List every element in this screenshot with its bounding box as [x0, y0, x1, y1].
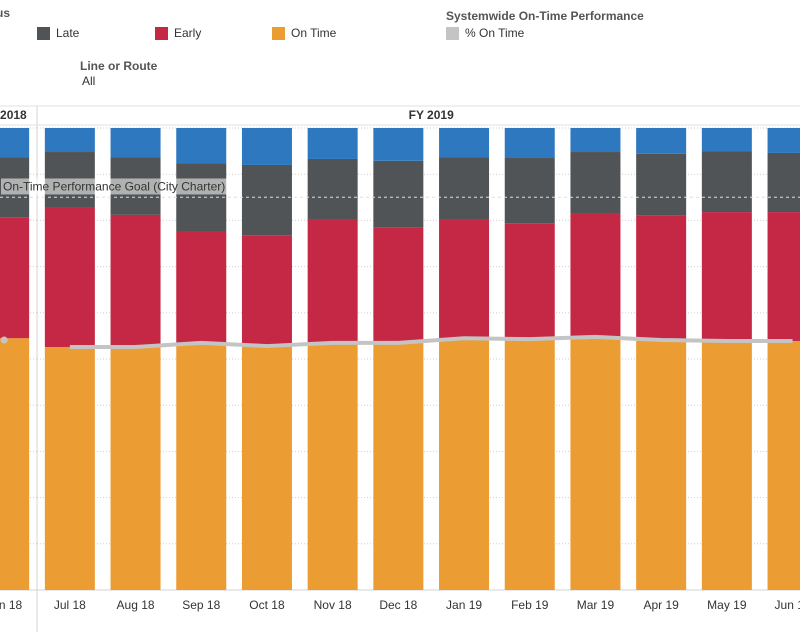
bar-segment	[701, 212, 752, 341]
bar-segment	[767, 152, 800, 213]
bar-segment	[176, 128, 227, 164]
bar-segment	[636, 340, 687, 590]
bar-segment	[439, 338, 490, 590]
legend-swatch	[272, 27, 285, 40]
x-tick-label: Jan 19	[446, 598, 482, 612]
line-point	[0, 336, 8, 344]
bar-segment	[767, 340, 800, 590]
x-tick-label: Mar 19	[577, 598, 615, 612]
goal-label-bg	[1, 178, 228, 195]
line-layer	[0, 334, 793, 349]
bar-segment	[44, 207, 95, 347]
bar-segment	[110, 346, 161, 590]
legend-label[interactable]: On Time	[291, 26, 337, 40]
bar-segment	[767, 128, 800, 153]
bar-segment	[504, 158, 555, 224]
bar-segment	[176, 231, 227, 343]
bar-segment	[701, 128, 752, 152]
filter-value[interactable]: All	[82, 74, 95, 88]
x-tick-label: Jul 18	[54, 598, 86, 612]
bar-segment	[504, 223, 555, 340]
bar-segment	[307, 128, 358, 159]
bar-segment	[636, 128, 687, 154]
bar-segment	[373, 342, 424, 590]
bar-layer	[0, 128, 800, 590]
legend-swatch	[155, 27, 168, 40]
bar-segment	[307, 219, 358, 343]
bar-segment	[570, 128, 621, 153]
x-tick-label: Sep 18	[182, 598, 220, 612]
bar-segment	[241, 235, 292, 347]
x-tick-label: Dec 18	[379, 598, 417, 612]
bar-segment	[110, 214, 161, 347]
bar-segment	[373, 160, 424, 228]
bar-segment	[767, 212, 800, 341]
panel-header: FY 2019	[409, 108, 454, 122]
x-tick-label: Apr 19	[643, 598, 679, 612]
bar-segment	[176, 342, 227, 590]
bar-segment	[110, 128, 161, 158]
x-tick-label: Jun 19	[775, 598, 800, 612]
legend-swatch	[446, 27, 459, 40]
bar-segment	[241, 346, 292, 590]
line-legend-title: Systemwide On-Time Performance	[446, 9, 644, 23]
x-tick-label: Aug 18	[117, 598, 155, 612]
legend-label[interactable]: Early	[174, 26, 201, 40]
legend-title: Status	[0, 6, 10, 20]
x-tick-label: Nov 18	[314, 598, 352, 612]
goal-label: On-Time Performance Goal (City Charter)	[3, 179, 225, 193]
bar-segment	[636, 215, 687, 341]
bar-segment	[241, 128, 292, 165]
bar-segment	[373, 128, 424, 161]
bar-segment	[504, 339, 555, 590]
bar-segment	[701, 340, 752, 590]
bar-segment	[241, 164, 292, 236]
x-tick-label: May 19	[707, 598, 747, 612]
x-tick-label: Feb 19	[511, 598, 549, 612]
bar-segment	[307, 342, 358, 590]
bar-segment	[439, 219, 490, 339]
bar-segment	[570, 213, 621, 337]
bar-segment	[570, 336, 621, 590]
legend-label: % On Time	[465, 26, 525, 40]
panel-header: FY 2018	[0, 108, 27, 122]
bar-segment	[44, 346, 95, 590]
legend-label[interactable]: Late	[56, 26, 80, 40]
on-time-line	[69, 334, 793, 349]
bar-segment	[0, 128, 30, 158]
x-tick-label: Oct 18	[249, 598, 285, 612]
x-tick-label: Jun 18	[0, 598, 22, 612]
filter-label: Line or Route	[80, 59, 158, 73]
bar-segment	[439, 157, 490, 220]
bar-segment	[439, 128, 490, 158]
bar-segment	[0, 217, 30, 339]
bar-segment	[0, 338, 30, 590]
bar-segment	[636, 153, 687, 216]
bar-segment	[307, 158, 358, 220]
bar-segment	[570, 152, 621, 214]
bar-segment	[504, 128, 555, 159]
bar-segment	[701, 151, 752, 213]
legend-swatch	[37, 27, 50, 40]
bar-segment	[373, 227, 424, 343]
bar-segment	[44, 128, 95, 153]
